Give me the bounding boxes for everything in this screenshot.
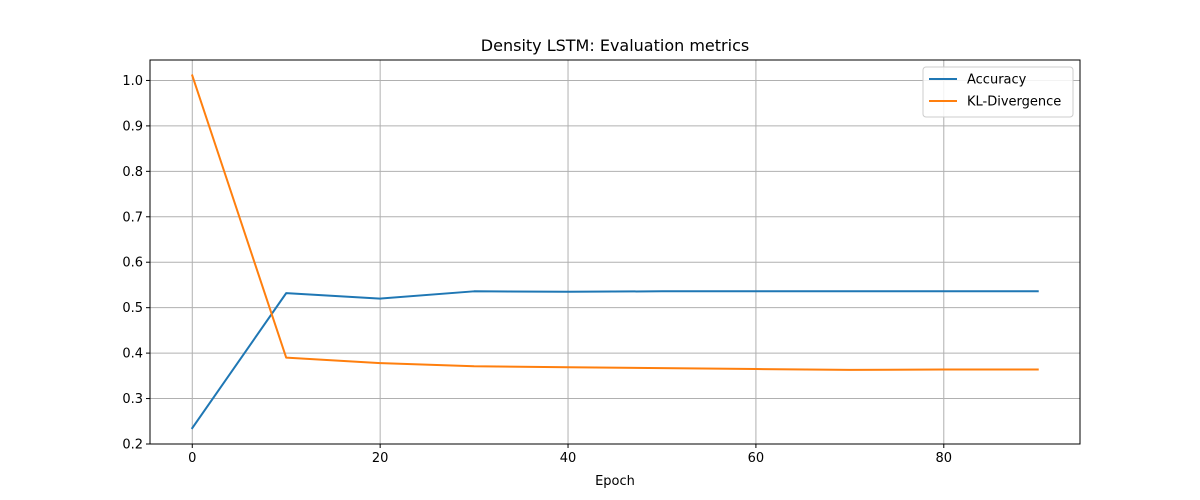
x-tick-label: 80 bbox=[936, 451, 953, 466]
y-tick-label: 0.5 bbox=[122, 301, 143, 316]
x-tick-label: 0 bbox=[188, 451, 196, 466]
series-layer bbox=[190, 74, 1039, 430]
axis-ticks: 0 20 40 60 80 0.2 0.3 0.4 0.5 0.6 0.7 0.8 0.9 1.0 bbox=[122, 74, 952, 466]
legend-label-accuracy: Accuracy bbox=[967, 73, 1027, 88]
y-tick-label: 0.3 bbox=[122, 392, 143, 407]
x-tick-label: 20 bbox=[372, 451, 389, 466]
x-tick-label: 60 bbox=[748, 451, 765, 466]
y-tick-label: 0.7 bbox=[122, 210, 143, 225]
series-line-accuracy bbox=[190, 290, 1039, 430]
plot-frame bbox=[149, 59, 1081, 445]
y-tick-label: 0.6 bbox=[122, 256, 143, 271]
chart-title: Density LSTM: Evaluation metrics bbox=[481, 36, 749, 55]
y-tick-label: 0.9 bbox=[122, 119, 143, 134]
y-tick-label: 0.4 bbox=[122, 347, 143, 362]
y-tick-label: 1.0 bbox=[122, 74, 143, 89]
grid-lines bbox=[150, 60, 1080, 445]
legend: Accuracy KL-Divergence bbox=[922, 66, 1074, 118]
legend-label-kl-divergence: KL-Divergence bbox=[967, 95, 1061, 110]
y-tick-label: 0.8 bbox=[122, 165, 143, 180]
x-axis-label: Epoch bbox=[595, 474, 635, 489]
series-line-kl-divergence bbox=[191, 74, 1039, 371]
x-tick-label: 40 bbox=[560, 451, 577, 466]
y-tick-label: 0.2 bbox=[122, 438, 143, 453]
legend-box bbox=[922, 66, 1074, 118]
